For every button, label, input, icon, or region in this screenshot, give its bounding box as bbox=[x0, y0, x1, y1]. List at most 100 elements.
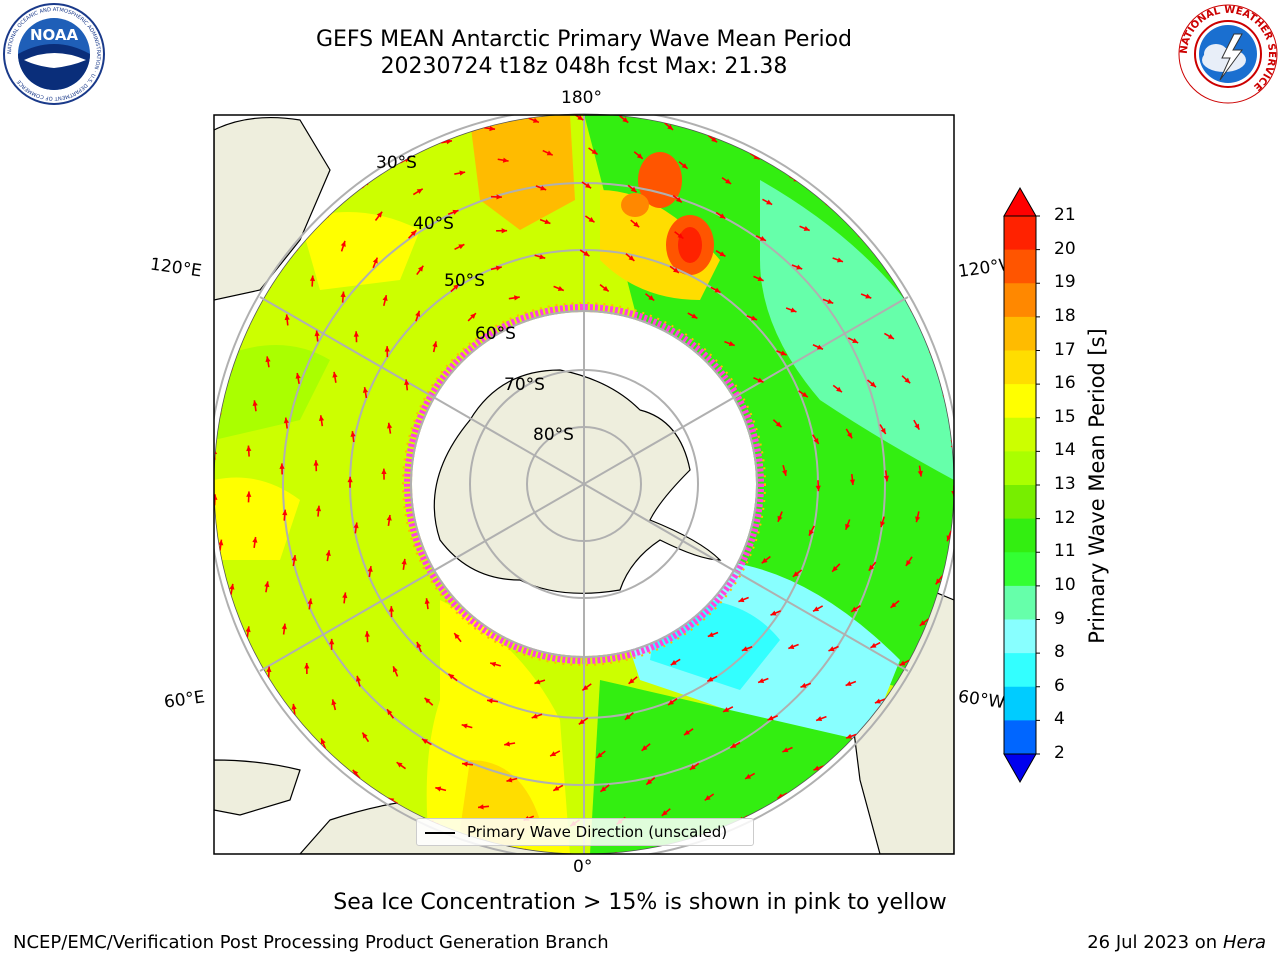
wave-direction-arrowhead bbox=[583, 250, 590, 257]
wave-direction-arrowhead bbox=[646, 779, 653, 785]
wave-direction-arrowhead bbox=[487, 698, 493, 704]
wave-direction-arrowhead bbox=[506, 777, 513, 783]
colorbar-tick-label: 14 bbox=[1054, 440, 1076, 461]
colorbar-tick-label: 20 bbox=[1054, 238, 1076, 259]
wave-direction-arrowhead bbox=[577, 114, 584, 121]
wave-direction-arrowhead bbox=[868, 564, 875, 571]
wave-direction-arrowhead bbox=[914, 423, 920, 430]
wave-direction-arrowhead bbox=[728, 341, 735, 347]
wave-direction-arrowhead bbox=[725, 178, 732, 184]
wave-direction-arrowhead bbox=[347, 476, 353, 483]
wave-direction-arrowhead bbox=[648, 295, 655, 301]
colorbar-tick-label: 6 bbox=[1054, 675, 1065, 696]
wave-direction-arrowhead bbox=[386, 422, 393, 429]
lat-label-80s: 80°S bbox=[533, 425, 574, 445]
wave-direction-arrowhead bbox=[751, 315, 758, 321]
wave-direction-arrowhead bbox=[865, 293, 872, 299]
wave-direction-arrowhead bbox=[681, 163, 688, 169]
wave-direction-arrowhead bbox=[847, 432, 853, 439]
wave-direction-arrowhead bbox=[462, 761, 468, 767]
wave-direction-arrowhead bbox=[585, 182, 592, 189]
wave-direction-arrowhead bbox=[828, 646, 835, 652]
colorbar-tick-label: 9 bbox=[1054, 608, 1065, 629]
sea-ice-caption: Sea Ice Concentration > 15% is shown in … bbox=[333, 890, 947, 915]
wave-direction-arrowhead bbox=[852, 338, 859, 343]
wave-direction-arrowhead bbox=[544, 219, 551, 225]
colorbar-segment bbox=[1004, 249, 1036, 284]
wave-direction-arrowhead bbox=[684, 729, 690, 736]
wave-direction-arrowhead bbox=[675, 196, 682, 203]
wave-direction-arrowhead bbox=[813, 606, 820, 612]
wave-direction-arrowhead bbox=[416, 641, 422, 648]
wave-direction-arrowhead bbox=[320, 738, 326, 745]
wave-direction-arrowhead bbox=[707, 676, 714, 682]
wave-direction-arrowhead bbox=[329, 638, 335, 645]
wave-direction-arrowhead bbox=[588, 217, 595, 223]
wave-direction-arrowhead bbox=[792, 571, 799, 577]
wave-direction-arrowhead bbox=[331, 699, 337, 706]
wave-direction-arrowhead bbox=[790, 307, 797, 313]
wave-direction-arrowhead bbox=[874, 698, 881, 704]
wave-direction-arrowhead bbox=[495, 265, 502, 271]
lat-label-40s: 40°S bbox=[413, 214, 454, 234]
wave-direction-arrowhead bbox=[246, 491, 252, 497]
colorbar-segment bbox=[1004, 417, 1036, 452]
lon-label-180: 180° bbox=[561, 88, 602, 108]
wave-direction-arrowhead bbox=[813, 765, 820, 771]
wave-direction-arrowhead bbox=[401, 558, 407, 565]
wave-direction-arrowhead bbox=[788, 644, 795, 649]
land-antarctica bbox=[433, 369, 722, 594]
wave-direction-arrowhead bbox=[355, 675, 362, 682]
wave-direction-arrowhead bbox=[719, 251, 726, 257]
wave-direction-arrowhead bbox=[782, 469, 788, 476]
wave-direction-arrowhead bbox=[880, 428, 886, 434]
lat-label-30s: 30°S bbox=[376, 153, 417, 173]
wave-direction-arrowhead bbox=[753, 154, 760, 160]
wave-direction-arrowhead bbox=[801, 391, 808, 398]
wave-direction-arrowhead bbox=[917, 470, 923, 477]
wave-direction-arrowhead bbox=[759, 235, 766, 241]
wave-direction-arrowhead bbox=[388, 606, 395, 612]
wave-direction-arrowhead bbox=[796, 264, 803, 270]
wave-direction-arrowhead bbox=[883, 475, 889, 482]
wave-direction-arrowhead bbox=[641, 745, 648, 751]
colorbar-segment bbox=[1004, 518, 1036, 553]
wave-direction-arrowhead bbox=[757, 377, 764, 383]
colorbar-tick-label: 15 bbox=[1054, 406, 1076, 427]
colorbar-tick-label: 11 bbox=[1054, 541, 1076, 562]
wave-direction-arrowhead bbox=[384, 346, 390, 352]
wave-direction-arrowhead bbox=[800, 682, 807, 688]
wave-direction-arrowhead bbox=[846, 733, 853, 739]
wave-direction-arrowhead bbox=[350, 431, 356, 437]
wave-direction-arrowhead bbox=[782, 747, 789, 753]
colorbar-tick-label: 8 bbox=[1054, 642, 1065, 663]
wave-direction-arrowhead bbox=[387, 709, 393, 716]
wave-direction-arrowhead bbox=[410, 230, 417, 237]
wave-direction-arrowhead bbox=[661, 810, 668, 816]
colorbar-title: Primary Wave Mean Period [s] bbox=[1085, 328, 1109, 644]
wave-direction-arrowhead bbox=[691, 313, 698, 319]
wave-direction-arrowhead bbox=[392, 666, 398, 673]
colorbar-tick-label: 17 bbox=[1054, 339, 1076, 360]
wave-direction-arrowhead bbox=[761, 557, 768, 564]
wave-direction-arrowhead bbox=[478, 804, 484, 810]
wave-direction-arrowhead bbox=[353, 522, 359, 529]
wave-direction-arrowhead bbox=[501, 228, 508, 234]
wave-direction-arrowhead bbox=[362, 387, 369, 393]
wave-direction-arrowhead bbox=[562, 855, 568, 860]
colorbar-segment bbox=[1004, 552, 1036, 587]
colorbar-tick-label: 10 bbox=[1054, 574, 1076, 595]
wave-direction-arrowhead bbox=[915, 516, 921, 523]
wave-direction-arrowhead bbox=[452, 209, 459, 215]
wave-direction-arrowhead bbox=[815, 485, 821, 492]
wave-direction-arrowhead bbox=[704, 795, 711, 801]
wave-direction-arrowhead bbox=[264, 581, 270, 588]
wave-direction-arrowhead bbox=[845, 681, 852, 686]
legend-label: Primary Wave Direction (unscaled) bbox=[467, 823, 728, 841]
wave-direction-arrowhead bbox=[318, 415, 325, 421]
map-subtitle: 20230724 t18z 048h fcst Max: 21.38 bbox=[380, 54, 788, 79]
wave-direction-arrowhead bbox=[905, 560, 912, 566]
wave-direction-arrowhead bbox=[766, 199, 773, 205]
wave-direction-arrowhead bbox=[608, 853, 614, 854]
